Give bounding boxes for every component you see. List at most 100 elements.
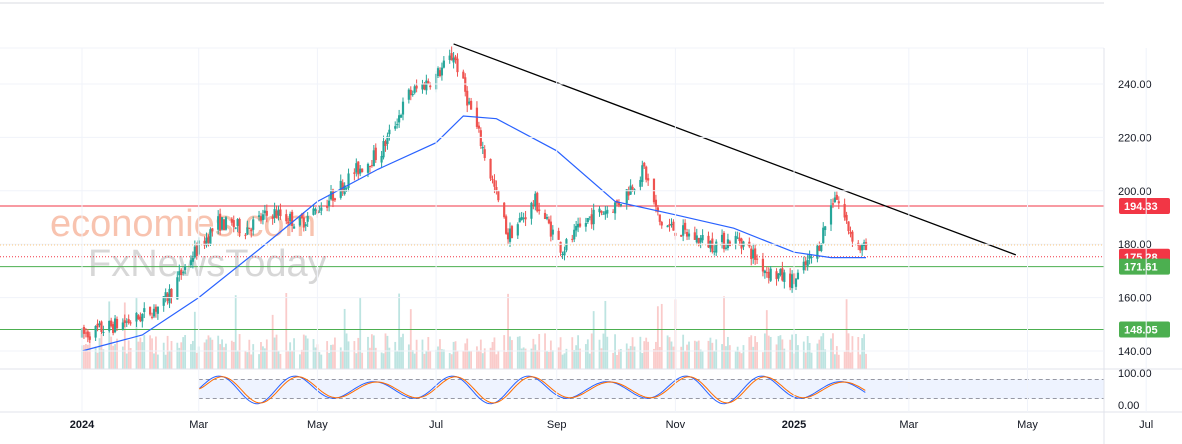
- price-tick-label: 220.00: [1118, 132, 1152, 144]
- candle-body: [831, 203, 835, 205]
- price-axis[interactable]: 140.00 160.00 180.00 200.00 220.00 240.00: [0, 79, 1152, 358]
- candle-body: [713, 251, 716, 253]
- candle-body: [150, 316, 154, 318]
- candle-body: [670, 223, 673, 226]
- volume-bar: [334, 337, 336, 369]
- volume-bar: [808, 342, 811, 369]
- candle-body: [625, 189, 628, 204]
- time-tick-label: May: [307, 419, 328, 431]
- candle-body: [763, 270, 766, 274]
- price-badge: [1119, 321, 1170, 338]
- volume-bar: [195, 352, 198, 369]
- volume-bar: [647, 341, 650, 369]
- candle-body: [359, 168, 362, 174]
- price-badge: [1119, 197, 1170, 214]
- volume-bar: [625, 343, 628, 369]
- candle-body: [234, 227, 237, 229]
- candle-body: [666, 225, 669, 228]
- volume-bar: [374, 347, 377, 369]
- volume-bar: [639, 336, 642, 369]
- candle-body: [577, 223, 580, 228]
- candle-body: [96, 323, 99, 328]
- price-badge-label: 148.05: [1124, 325, 1158, 337]
- volume-bar: [518, 336, 521, 369]
- time-tick-label: 2024: [70, 419, 95, 431]
- volume-bar: [491, 342, 494, 369]
- volume-bar: [536, 350, 539, 369]
- candle-body: [380, 155, 383, 163]
- volume-bar: [121, 346, 124, 369]
- volume-bar: [382, 353, 385, 369]
- volume-bar: [584, 344, 587, 369]
- time-tick-label: May: [1017, 419, 1038, 431]
- volume-bar: [162, 342, 165, 369]
- volume-bar: [429, 351, 432, 369]
- volume-bar: [851, 336, 854, 369]
- trendline[interactable]: [453, 43, 1017, 256]
- candle-body: [366, 163, 370, 173]
- time-tick-label: Mar: [189, 419, 208, 431]
- volume-bar: [643, 341, 646, 369]
- candle-body: [524, 217, 527, 220]
- candle-body: [306, 215, 309, 222]
- volume-bar: [223, 347, 225, 369]
- candle-body: [396, 124, 399, 126]
- candle-body: [193, 246, 196, 258]
- volume-bar: [448, 352, 451, 369]
- volume-bar: [668, 337, 671, 369]
- candle-body: [279, 209, 282, 217]
- candle-body: [154, 306, 158, 312]
- volume-bar: [551, 350, 554, 369]
- volume-bar: [94, 346, 97, 369]
- candle-body: [368, 165, 372, 168]
- volume-bar: [666, 335, 669, 369]
- candle-body: [617, 202, 621, 206]
- volume-bar: [592, 311, 595, 369]
- volume-bar: [330, 344, 332, 369]
- candle-body: [497, 190, 500, 201]
- volume-bar: [684, 351, 687, 369]
- volume-bar: [123, 302, 126, 369]
- candle-body: [837, 201, 840, 204]
- volume-bar: [727, 336, 729, 369]
- candle-body: [477, 125, 480, 129]
- volume-bar: [752, 346, 755, 369]
- volume-bar: [588, 353, 591, 369]
- volume-bar: [830, 338, 832, 369]
- volume-bar: [614, 334, 616, 369]
- candle-body: [180, 269, 183, 276]
- volume-bar: [470, 350, 472, 369]
- candle-body: [551, 229, 554, 235]
- volume-bar: [83, 345, 85, 369]
- candle-body: [736, 237, 739, 239]
- candle-body: [684, 222, 687, 230]
- candle-body: [423, 83, 426, 90]
- candle-body: [121, 322, 124, 330]
- candle-body: [820, 243, 823, 251]
- candle-body: [300, 214, 303, 219]
- candle-body: [189, 260, 193, 266]
- volume-bar: [413, 353, 416, 369]
- volume-bar: [182, 337, 185, 369]
- volume-bar: [211, 339, 214, 369]
- candle-body: [699, 237, 702, 243]
- candle-body: [783, 272, 786, 282]
- volume-bar: [468, 351, 471, 369]
- volume-bar: [244, 351, 247, 369]
- candle-body: [738, 237, 741, 242]
- volume-bar: [701, 351, 704, 369]
- candle-body: [357, 161, 360, 175]
- time-axis[interactable]: 2024 Mar May Jul Sep Nov 2025 Mar May Jul: [70, 48, 1153, 431]
- candle-body: [448, 55, 451, 60]
- candle-body: [168, 288, 171, 304]
- candle-body: [629, 185, 632, 195]
- candle-body: [236, 219, 239, 226]
- volume-bar: [598, 339, 601, 369]
- candle-body: [450, 53, 453, 61]
- volume-bar: [781, 339, 784, 369]
- candle-body: [530, 202, 533, 219]
- volume-bar: [789, 339, 792, 369]
- candle-body: [265, 210, 268, 216]
- candle-body: [462, 71, 465, 79]
